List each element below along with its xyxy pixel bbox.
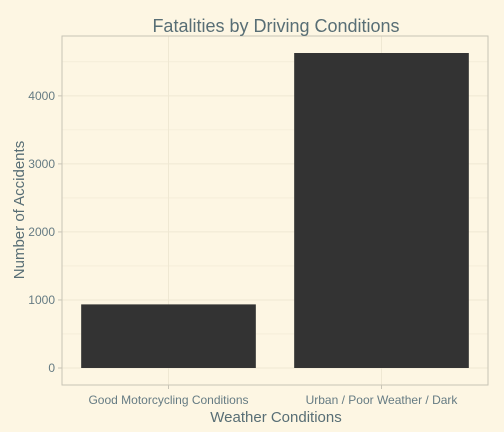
x-axis-ticks: Good Motorcycling Conditions Urban / Poor… — [88, 385, 458, 407]
x-axis-title: Weather Conditions — [210, 409, 341, 426]
bar-1 — [294, 53, 469, 368]
x-tick-label: Urban / Poor Weather / Dark — [306, 393, 459, 407]
y-tick-label: 1000 — [28, 293, 55, 307]
y-axis-title: Number of Accidents — [11, 141, 28, 279]
y-tick-label: 0 — [48, 361, 55, 375]
panel-border — [61, 35, 489, 386]
y-axis-ticks: 0 1000 2000 3000 4000 — [28, 89, 62, 375]
chart-title: Fatalities by Driving Conditions — [152, 16, 399, 36]
y-tick-label: 2000 — [28, 225, 55, 239]
x-tick-label: Good Motorcycling Conditions — [88, 393, 248, 407]
y-tick-label: 3000 — [28, 157, 55, 171]
bar-0 — [81, 304, 256, 368]
y-tick-label: 4000 — [28, 89, 55, 103]
bars — [81, 53, 469, 368]
